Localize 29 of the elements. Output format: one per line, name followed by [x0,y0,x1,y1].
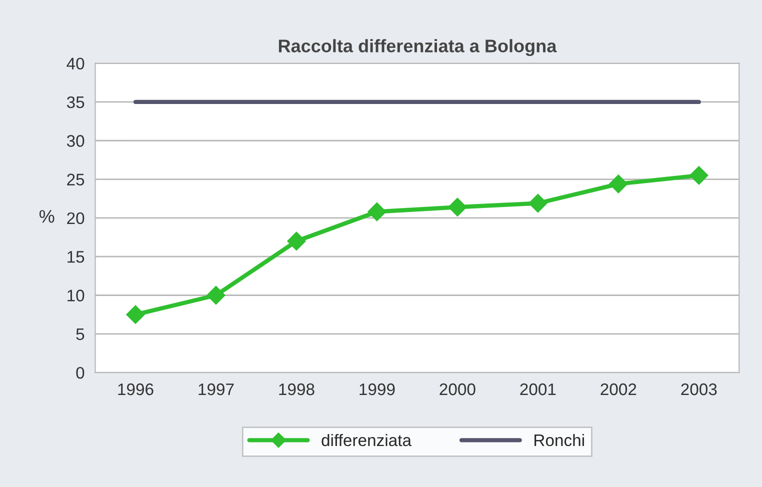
y-tick-label: 40 [66,58,84,70]
y-tick-label: 35 [66,96,84,108]
y-tick-label: 30 [66,135,84,147]
x-tick-label: 1997 [198,383,234,396]
x-tick-label: 2001 [520,383,556,396]
y-tick-label: 10 [68,290,84,302]
point [287,232,306,250]
y-tick-label: 5 [76,328,84,340]
x-tick-label: 1999 [360,383,395,396]
point [690,166,708,185]
x-tick-label: 2003 [681,383,717,396]
point [368,202,386,222]
y-tick-label: 25 [67,174,84,186]
point [448,198,467,216]
legend-label: Ronchi [534,434,584,446]
y-tick-label: 0 [76,366,84,379]
chart-title: Raccolta differenziata a Bologna [278,39,557,56]
x-tick-label: 2000 [440,383,476,396]
point [206,286,226,305]
y-tick-label: 20 [67,212,84,224]
point [609,174,628,194]
point [126,305,145,324]
x-tick-label: 1998 [279,383,314,396]
y-tick-label: 15 [68,251,84,263]
x-tick-label: 2002 [600,383,636,396]
x-tick-label: 1996 [118,383,154,396]
legend-label: differenziata [322,434,412,446]
y-axis-title: % [39,210,54,223]
point [528,194,548,213]
